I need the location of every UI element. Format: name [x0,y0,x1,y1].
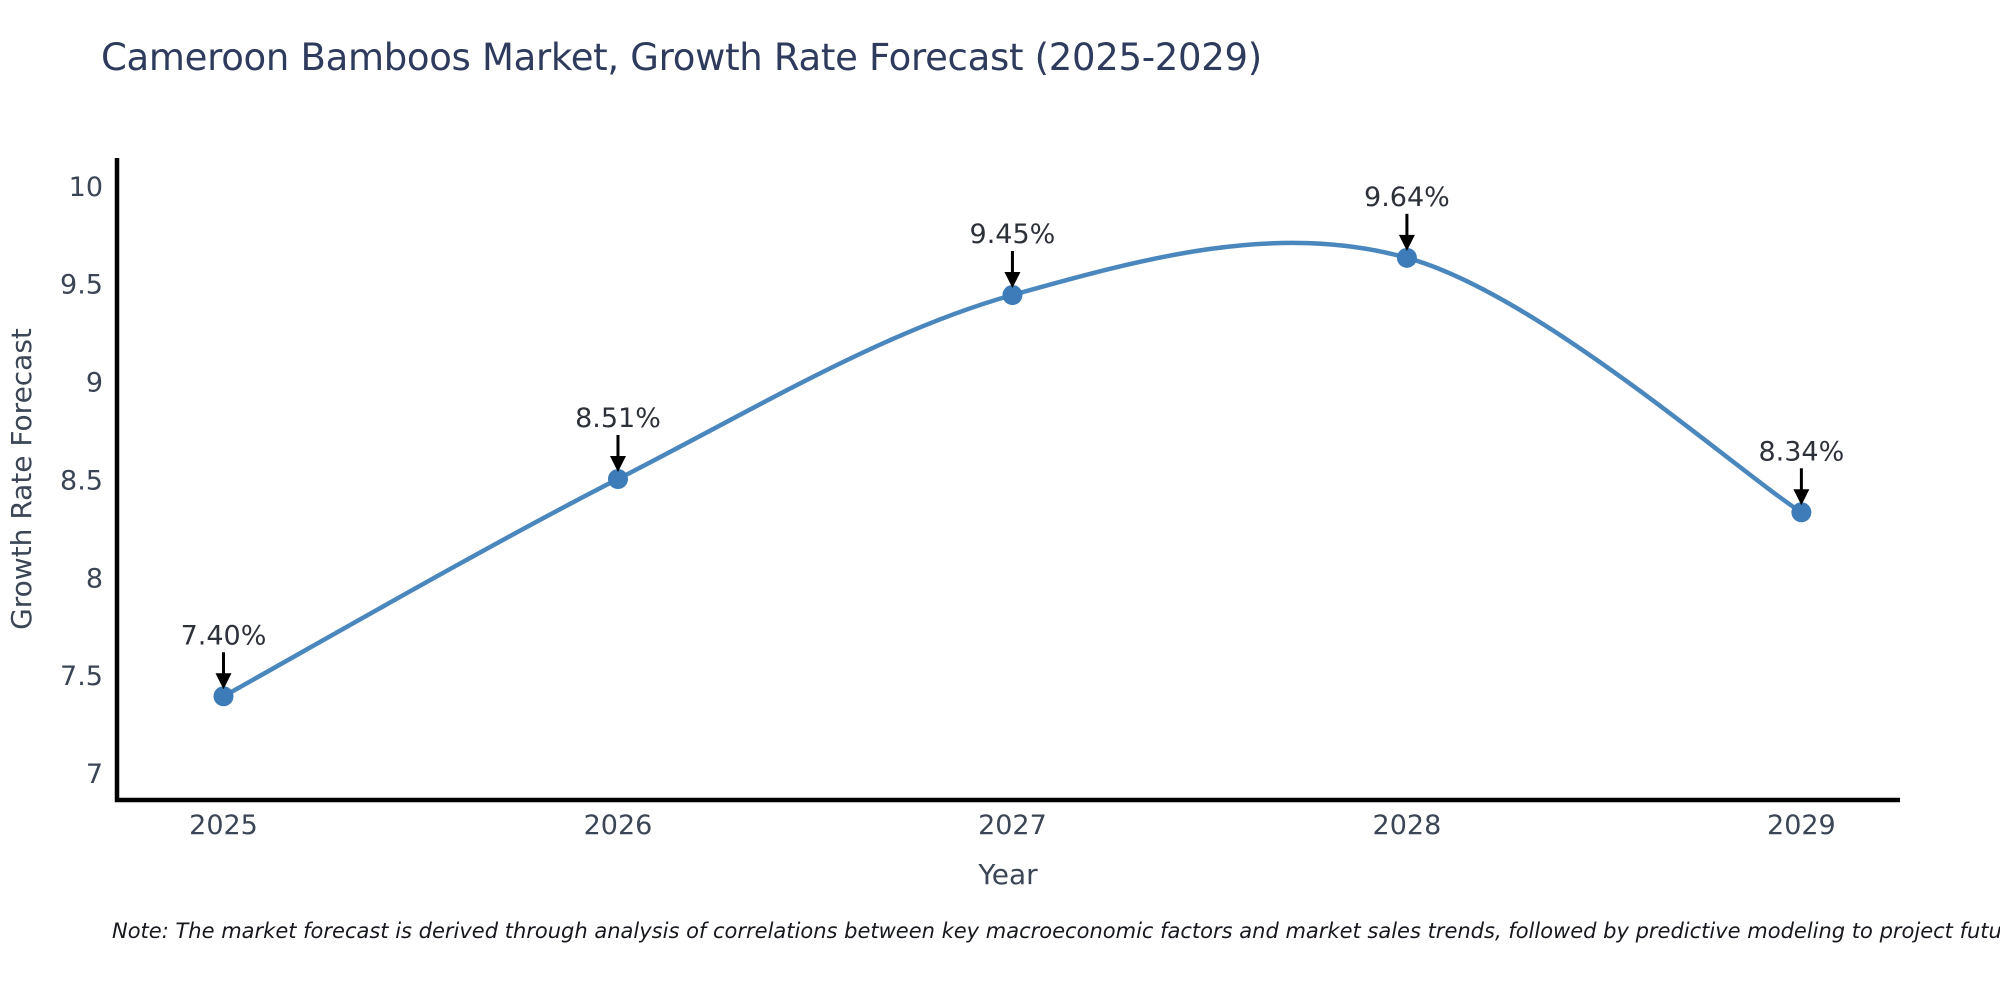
x-axis-title: Year [977,858,1038,891]
annotation-arrowhead-icon [1004,272,1021,289]
x-tick-label: 2025 [189,810,258,841]
y-tick-label: 7.5 [60,661,103,692]
y-tick-label: 9 [86,368,103,399]
annotation-value-label: 8.51% [575,403,661,434]
data-point-marker [1791,502,1812,523]
axis-lines [114,158,1900,803]
annotation-arrowhead-icon [1398,234,1415,251]
y-tick-label: 8 [86,563,103,594]
annotation-value-label: 9.64% [1364,182,1450,213]
x-tick-label: 2028 [1373,810,1442,841]
annotation-arrowhead-icon [215,673,232,690]
x-tick-label: 2029 [1767,810,1836,841]
x-tick-label: 2027 [978,810,1047,841]
chart-title: Cameroon Bamboos Market, Growth Rate For… [101,36,1262,79]
data-point-marker [213,686,234,707]
growth-rate-line-series [221,240,1804,699]
data-point-marker [1002,285,1023,306]
y-tick-label: 10 [69,172,103,203]
annotation-arrowhead-icon [1793,489,1810,506]
x-tick-label: 2026 [584,810,653,841]
y-tick-label: 9.5 [60,270,103,301]
annotation-value-label: 7.40% [181,620,267,651]
y-axis-title: Growth Rate Forecast [5,328,38,630]
annotation-arrowhead-icon [609,456,626,472]
annotation-value-label: 9.45% [970,219,1056,250]
chart-footnote: Note: The market forecast is derived thr… [112,919,2000,943]
annotation-value-label: 8.34% [1758,436,1844,467]
y-tick-label: 7 [86,759,103,790]
data-point-marker [1396,247,1417,268]
chart-plot-area: 7 7.5 8 8.5 9 9.5 10 2025 2026 2027 2028 2029 7.40% 8… [60,158,1900,841]
y-tick-label: 8.5 [60,465,103,496]
data-point-marker [607,469,628,489]
